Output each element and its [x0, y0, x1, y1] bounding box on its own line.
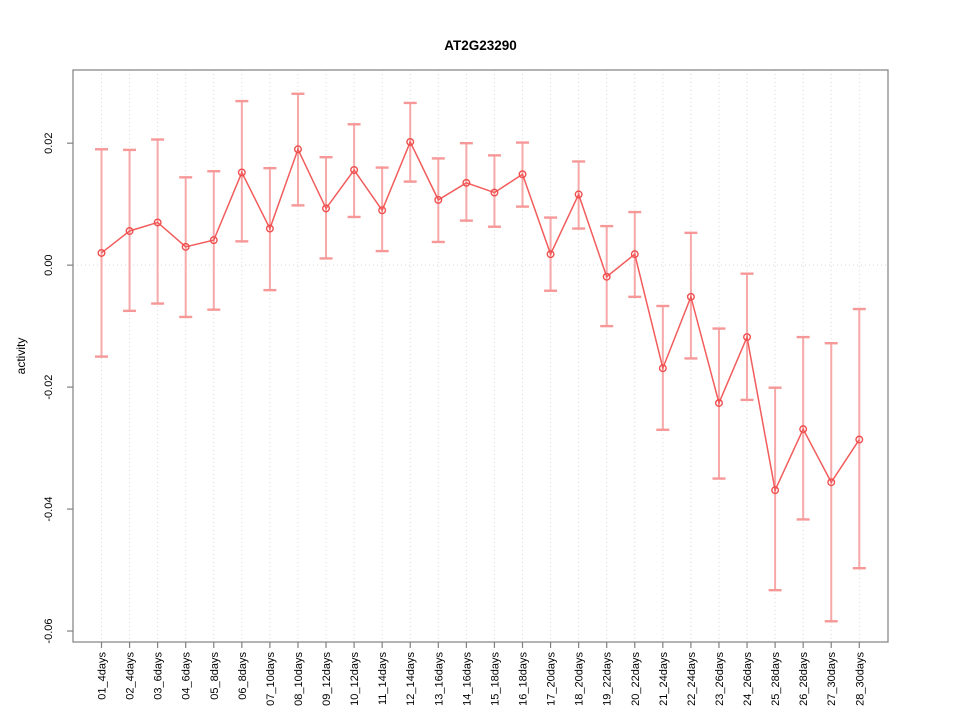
data-point	[378, 206, 387, 215]
y-tick-label: 0.00	[43, 254, 55, 275]
x-tick-label: 03_6days	[153, 652, 165, 700]
x-tick-label: 15_18days	[489, 652, 501, 706]
data-point	[490, 188, 499, 197]
x-tick-label: 27_30days	[826, 652, 838, 706]
x-tick-label: 26_28days	[798, 652, 810, 706]
series-line	[101, 140, 860, 493]
x-tick-label: 28_30days	[854, 652, 866, 706]
data-point	[322, 204, 331, 213]
x-tick-label: 09_12days	[321, 652, 333, 706]
x-tick-label: 24_26days	[742, 652, 754, 706]
x-tick-label: 19_22days	[602, 652, 614, 706]
x-tick-label: 25_28days	[770, 652, 782, 706]
x-tick-label: 21_24days	[658, 652, 670, 706]
data-point	[799, 425, 808, 434]
data-point	[855, 435, 864, 444]
x-tick-label: 20_22days	[630, 652, 642, 706]
data-point	[518, 170, 527, 179]
data-point	[546, 250, 555, 259]
x-tick-label: 10_12days	[349, 652, 361, 706]
x-tick-label: 01_4days	[97, 652, 109, 700]
y-tick-label: -0.02	[43, 375, 55, 400]
data-point	[574, 190, 583, 199]
data-point	[630, 250, 639, 259]
x-tick-label: 22_24days	[686, 652, 698, 706]
data-point	[97, 248, 106, 257]
y-tick-label: -0.06	[43, 618, 55, 643]
data-point	[153, 218, 162, 227]
data-point	[602, 272, 611, 281]
x-tick-label: 14_16days	[461, 652, 473, 706]
data-point	[658, 364, 667, 373]
data-point	[462, 178, 471, 187]
data-point	[434, 195, 443, 204]
x-tick-label: 17_20days	[546, 652, 558, 706]
data-point	[743, 333, 752, 342]
x-tick-label: 05_8days	[209, 652, 221, 700]
data-point	[237, 168, 246, 177]
x-tick-label: 16_18days	[518, 652, 530, 706]
data-point	[714, 398, 723, 407]
y-tick-label: 0.02	[43, 132, 55, 153]
data-point	[771, 486, 780, 495]
data-point	[350, 166, 359, 175]
y-tick-label: -0.04	[43, 497, 55, 522]
x-tick-label: 07_10days	[265, 652, 277, 706]
data-point	[293, 145, 302, 154]
x-tick-label: 23_26days	[714, 652, 726, 706]
data-point	[265, 224, 274, 233]
x-tick-label: 08_10days	[293, 652, 305, 706]
x-tick-label: 12_14days	[405, 652, 417, 706]
data-point	[686, 292, 695, 301]
data-point	[209, 236, 218, 245]
x-tick-label: 02_4days	[125, 652, 137, 700]
x-tick-label: 11_14days	[377, 652, 389, 706]
data-point	[827, 478, 836, 487]
x-tick-label: 06_8days	[237, 652, 249, 700]
data-point	[181, 242, 190, 251]
x-tick-label: 04_6days	[181, 652, 193, 700]
plot-box	[72, 69, 889, 643]
x-tick-label: 18_20days	[574, 652, 586, 706]
chart-title: AT2G23290	[444, 38, 517, 53]
data-point	[125, 226, 134, 235]
x-tick-label: 13_16days	[433, 652, 445, 706]
data-point	[406, 137, 415, 146]
